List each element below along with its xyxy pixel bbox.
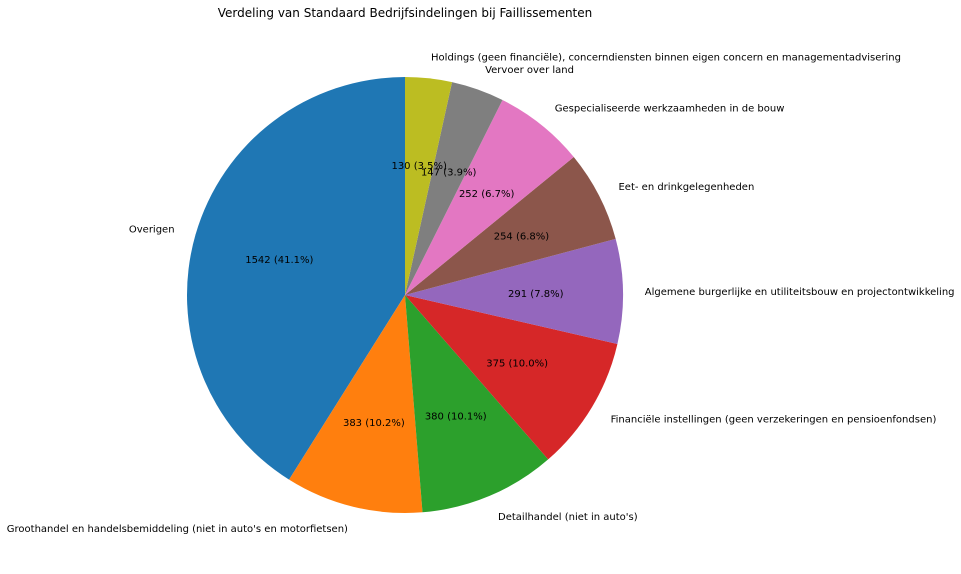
slice-category-label: Detailhandel (niet in auto's): [498, 512, 638, 523]
chart-title: Verdeling van Standaard Bedrijfsindeling…: [218, 6, 593, 20]
slice-category-label: Eet- en drinkgelegenheden: [618, 182, 754, 193]
pie-slice: [405, 82, 503, 296]
slice-value-label: 254 (6.8%): [494, 231, 550, 242]
slice-labels: Overigen Groothandel en handelsbemiddelin…: [7, 53, 955, 535]
pie-slice: [405, 157, 616, 295]
slice-value-label: 380 (10.1%): [425, 412, 487, 423]
pie-slice: [289, 295, 423, 513]
slice-category-label: Vervoer over land: [485, 65, 574, 76]
slice-category-label: Holdings (geen financiële), concerndiens…: [431, 53, 901, 64]
value-labels: 1542 (41.1%) 383 (10.2%) 380 (10.1%) 375 (1…: [245, 161, 563, 429]
pie-slices: [186, 77, 623, 513]
slice-value-label: 1542 (41.1%): [245, 255, 313, 266]
slice-value-label: 130 (3.5%): [391, 161, 447, 172]
pie-slice: [405, 77, 453, 295]
pie-slice: [405, 295, 618, 460]
pie-slice: [405, 238, 623, 345]
pie-slice: [405, 295, 549, 513]
slice-value-label: 252 (6.7%): [459, 189, 515, 200]
slice-value-label: 375 (10.0%): [486, 358, 548, 369]
slice-category-label: Gespecialiseerde werkzaamheden in de bou…: [555, 104, 785, 115]
slice-value-label: 383 (10.2%): [343, 418, 405, 429]
pie-slice: [186, 77, 405, 480]
slice-category-label: Groothandel en handelsbemiddeling (niet …: [7, 524, 348, 535]
slice-category-label: Algemene burgerlijke en utiliteitsbouw e…: [645, 287, 955, 298]
pie-slice: [405, 100, 574, 295]
slice-category-label: Overigen: [129, 225, 175, 236]
slice-value-label: 147 (3.9%): [421, 168, 477, 179]
slice-category-label: Financiële instellingen (geen verzekerin…: [611, 414, 937, 425]
slice-value-label: 291 (7.8%): [508, 289, 564, 300]
